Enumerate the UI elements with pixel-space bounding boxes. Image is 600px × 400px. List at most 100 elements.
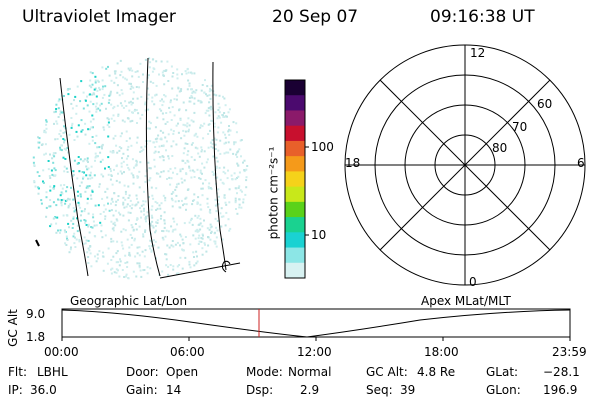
- intensity-pixel: [77, 124, 80, 127]
- intensity-pixel: [50, 169, 53, 172]
- intensity-pixel: [63, 141, 65, 144]
- intensity-pixel: [190, 176, 193, 179]
- intensity-pixel: [164, 95, 167, 98]
- intensity-pixel: [242, 161, 244, 164]
- mlt-label-0: 0: [469, 275, 477, 289]
- intensity-pixel: [131, 69, 134, 72]
- intensity-pixel: [237, 175, 240, 178]
- intensity-pixel: [139, 269, 142, 272]
- intensity-pixel: [165, 253, 168, 256]
- intensity-pixel: [102, 175, 105, 178]
- intensity-pixel: [224, 172, 227, 175]
- intensity-pixel: [63, 170, 66, 173]
- intensity-pixel: [64, 242, 67, 245]
- intensity-pixel: [163, 83, 166, 86]
- intensity-pixel: [125, 130, 128, 133]
- colorbar-segment: [285, 110, 305, 127]
- intensity-pixel: [183, 222, 186, 225]
- intensity-pixel: [186, 153, 189, 156]
- intensity-pixel: [134, 204, 137, 207]
- intensity-pixel: [98, 86, 100, 89]
- intensity-pixel: [66, 199, 69, 202]
- intensity-pixel: [193, 170, 196, 173]
- intensity-pixel: [117, 195, 120, 198]
- intensity-pixel: [96, 146, 99, 149]
- intensity-pixel: [165, 229, 168, 232]
- intensity-pixel: [61, 192, 64, 195]
- intensity-pixel: [179, 170, 182, 173]
- intensity-pixel: [171, 87, 174, 90]
- intensity-pixel: [208, 228, 211, 231]
- intensity-pixel: [228, 108, 231, 111]
- intensity-pixel: [143, 190, 145, 193]
- intensity-pixel: [87, 239, 90, 242]
- intensity-pixel: [181, 267, 184, 270]
- intensity-pixel: [193, 176, 196, 178]
- intensity-pixel: [220, 207, 223, 210]
- colorbar-segment: [285, 140, 305, 157]
- intensity-pixel: [114, 224, 117, 227]
- intensity-pixel: [103, 204, 106, 207]
- intensity-pixel: [127, 166, 130, 169]
- intensity-pixel: [120, 230, 123, 233]
- intensity-pixel: [224, 133, 226, 136]
- intensity-pixel: [118, 181, 121, 184]
- intensity-pixel: [179, 90, 182, 92]
- intensity-pixel: [216, 117, 219, 120]
- intensity-pixel: [67, 93, 70, 96]
- intensity-pixel: [59, 148, 62, 151]
- intensity-pixel: [189, 266, 192, 269]
- intensity-pixel: [172, 217, 175, 220]
- intensity-pixel: [136, 160, 138, 163]
- intensity-pixel: [129, 254, 132, 257]
- intensity-pixel: [182, 204, 184, 207]
- intensity-pixel: [151, 224, 154, 227]
- intensity-pixel: [156, 202, 159, 205]
- intensity-pixel: [83, 236, 86, 239]
- intensity-pixel: [140, 204, 143, 207]
- intensity-pixel: [213, 122, 216, 125]
- intensity-pixel: [167, 133, 170, 136]
- intensity-pixel: [210, 232, 212, 234]
- intensity-pixel: [60, 191, 63, 194]
- intensity-pixel: [216, 229, 219, 232]
- intensity-pixel: [155, 209, 158, 211]
- intensity-pixel: [188, 96, 191, 99]
- intensity-pixel: [151, 194, 154, 197]
- intensity-pixel: [242, 201, 245, 204]
- intensity-pixel: [97, 204, 100, 207]
- intensity-pixel: [87, 161, 89, 163]
- intensity-pixel: [156, 116, 159, 119]
- intensity-pixel: [231, 178, 234, 181]
- intensity-pixel: [184, 142, 187, 145]
- colorbar-segment: [285, 232, 305, 249]
- intensity-pixel: [81, 129, 84, 131]
- intensity-pixel: [154, 138, 157, 141]
- intensity-pixel: [157, 246, 160, 249]
- intensity-pixel: [109, 92, 112, 95]
- intensity-pixel: [146, 97, 149, 100]
- intensity-pixel: [91, 226, 94, 229]
- intensity-pixel: [196, 135, 199, 138]
- intensity-pixel: [55, 103, 58, 106]
- intensity-pixel: [159, 175, 162, 178]
- intensity-pixel: [155, 172, 158, 175]
- intensity-pixel: [184, 124, 187, 127]
- intensity-pixel: [95, 134, 98, 137]
- intensity-pixel: [106, 124, 109, 127]
- intensity-pixel: [177, 131, 180, 134]
- intensity-pixel: [144, 230, 146, 233]
- intensity-pixel: [59, 113, 61, 116]
- intensity-pixel: [203, 242, 206, 245]
- intensity-pixel: [167, 265, 170, 268]
- intensity-pixel: [244, 193, 247, 196]
- intensity-pixel: [157, 172, 160, 175]
- intensity-pixel: [181, 238, 184, 241]
- intensity-pixel: [204, 243, 206, 246]
- intensity-pixel: [109, 150, 112, 153]
- filter-label: Flt:: [8, 365, 27, 379]
- intensity-pixel: [188, 84, 191, 87]
- intensity-pixel: [65, 167, 68, 170]
- intensity-pixel: [148, 167, 151, 170]
- intensity-pixel: [170, 128, 173, 131]
